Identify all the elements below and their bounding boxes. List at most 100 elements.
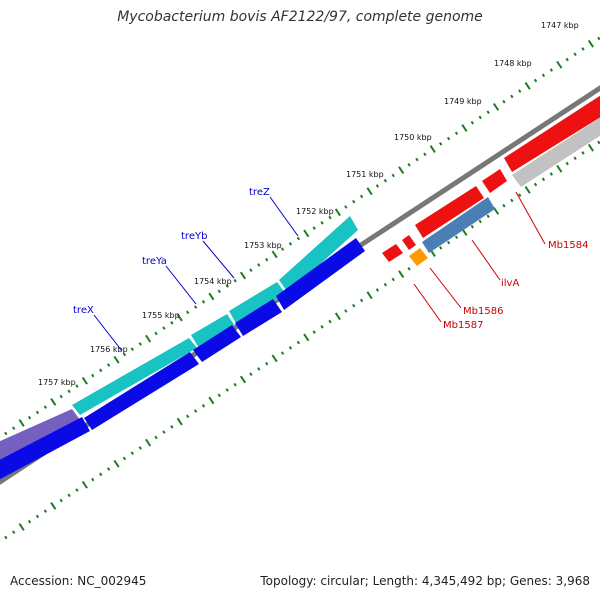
inner-tick-mark bbox=[541, 177, 546, 182]
inner-tick-mark bbox=[233, 382, 237, 387]
outer-tick-mark bbox=[27, 415, 32, 420]
inner-tick-mark bbox=[225, 388, 229, 392]
inner-tick-mark bbox=[154, 435, 158, 440]
inner-tick-mark bbox=[454, 235, 459, 240]
inner-tick-mark bbox=[407, 267, 411, 271]
outer-tick-mark bbox=[533, 78, 538, 83]
outer-tick-mark bbox=[162, 326, 166, 330]
gene-label: Mb1584 bbox=[548, 240, 588, 251]
outer-tick-mark bbox=[186, 310, 190, 315]
inner-tick-mark bbox=[122, 456, 127, 461]
inner-tick-mark bbox=[265, 361, 269, 366]
outer-tick-mark bbox=[176, 313, 183, 322]
gene-label: treYb bbox=[181, 231, 207, 242]
inner-tick-mark bbox=[162, 430, 166, 434]
outer-tick-mark bbox=[581, 47, 585, 51]
inner-tick-mark bbox=[533, 182, 538, 187]
outer-tick-mark bbox=[415, 157, 419, 162]
tick-label: 1751 kbp bbox=[346, 170, 384, 179]
gene-label: ilvA bbox=[501, 278, 519, 289]
outer-tick-mark bbox=[122, 352, 127, 357]
gene-labels: treZ treYb treYa treX Mb1584 ilvA Mb1586 Mb1587 bbox=[73, 187, 588, 352]
outer-tick-mark bbox=[597, 36, 600, 41]
gene-Mb1586 bbox=[415, 186, 484, 238]
inner-tick-mark bbox=[391, 277, 395, 282]
inner-tick-mark bbox=[59, 498, 63, 503]
gene-blue-5 bbox=[276, 238, 365, 310]
tick-labels: 1747 kbp 1748 kbp 1749 kbp 1750 kbp 1751 kbp… bbox=[38, 21, 579, 387]
tick-label: 1747 kbp bbox=[541, 21, 579, 30]
inner-tick-mark bbox=[359, 298, 364, 303]
gene-blue-4 bbox=[235, 299, 282, 336]
outer-tick-mark bbox=[288, 242, 293, 246]
outer-tick-track bbox=[4, 36, 600, 436]
inner-tick-mark bbox=[366, 291, 373, 300]
inner-tick-mark bbox=[518, 193, 522, 197]
gene-red-mid bbox=[482, 169, 507, 193]
outer-tick-mark bbox=[344, 205, 348, 209]
outer-tick-mark bbox=[486, 110, 490, 114]
inner-tick-mark bbox=[524, 185, 531, 194]
inner-tick-mark bbox=[99, 472, 103, 477]
inner-tick-mark bbox=[4, 535, 8, 540]
inner-tick-mark bbox=[217, 393, 221, 398]
inner-tick-mark bbox=[81, 480, 88, 489]
inner-tick-mark bbox=[106, 467, 111, 471]
outer-tick-mark bbox=[541, 73, 546, 78]
outer-tick-mark bbox=[478, 115, 482, 120]
inner-tick-mark bbox=[478, 219, 482, 224]
inner-tick-mark bbox=[328, 319, 332, 324]
outer-tick-mark bbox=[328, 215, 332, 220]
inner-tick-mark bbox=[470, 224, 474, 229]
gene-label: treX bbox=[73, 305, 94, 316]
gene-label: treYa bbox=[142, 256, 167, 267]
gene-label: Mb1587 bbox=[443, 320, 483, 331]
outer-tick-mark bbox=[81, 376, 88, 385]
outer-tick-mark bbox=[510, 94, 514, 99]
outer-tick-mark bbox=[257, 263, 261, 267]
inner-tick-mark bbox=[271, 354, 278, 363]
outer-tick-mark bbox=[106, 363, 111, 367]
outer-tick-mark bbox=[170, 321, 174, 325]
gene-blue-2 bbox=[84, 352, 199, 430]
inner-tick-mark bbox=[549, 172, 554, 176]
outer-tick-mark bbox=[193, 305, 198, 309]
inner-tick-mark bbox=[43, 509, 48, 513]
outer-tick-mark bbox=[43, 405, 48, 409]
outer-tick-mark bbox=[461, 124, 468, 132]
tick-label: 1752 kbp bbox=[296, 207, 334, 216]
outer-tick-mark bbox=[375, 184, 380, 188]
gene-label-leader bbox=[471, 239, 501, 281]
outer-tick-mark bbox=[587, 39, 594, 48]
inner-tick-mark bbox=[312, 330, 316, 334]
outer-tick-mark bbox=[99, 368, 103, 373]
inner-tick-mark bbox=[280, 351, 285, 355]
outer-tick-mark bbox=[320, 220, 324, 225]
inner-tick-mark bbox=[344, 309, 348, 313]
outer-tick-mark bbox=[271, 250, 278, 259]
genome-summary-text: Topology: circular; Length: 4,345,492 bp… bbox=[260, 574, 590, 588]
inner-tick-mark bbox=[587, 143, 594, 152]
outer-tick-mark bbox=[296, 236, 301, 241]
outer-tick-mark bbox=[423, 152, 427, 157]
inner-tick-mark bbox=[573, 156, 577, 161]
inner-tick-mark bbox=[249, 372, 253, 376]
outer-tick-mark bbox=[407, 163, 411, 167]
outer-tick-mark bbox=[239, 271, 247, 280]
gene-red-small bbox=[382, 244, 403, 262]
outer-tick-mark bbox=[429, 145, 436, 153]
tick-label: 1748 kbp bbox=[494, 59, 532, 68]
inner-tick-mark bbox=[201, 403, 206, 408]
inner-tick-mark bbox=[91, 477, 95, 482]
outer-tick-mark bbox=[265, 257, 269, 262]
inner-tick-mark bbox=[239, 375, 247, 384]
gene-treYb bbox=[229, 282, 286, 325]
outer-tick-mark bbox=[549, 68, 554, 72]
outer-tick-mark bbox=[303, 229, 310, 238]
outer-tick-mark bbox=[145, 334, 152, 343]
tick-label: 1755 kbp bbox=[142, 311, 180, 320]
tick-label: 1757 kbp bbox=[38, 378, 76, 387]
inner-tick-mark bbox=[565, 161, 569, 166]
inner-tick-mark bbox=[510, 198, 514, 203]
